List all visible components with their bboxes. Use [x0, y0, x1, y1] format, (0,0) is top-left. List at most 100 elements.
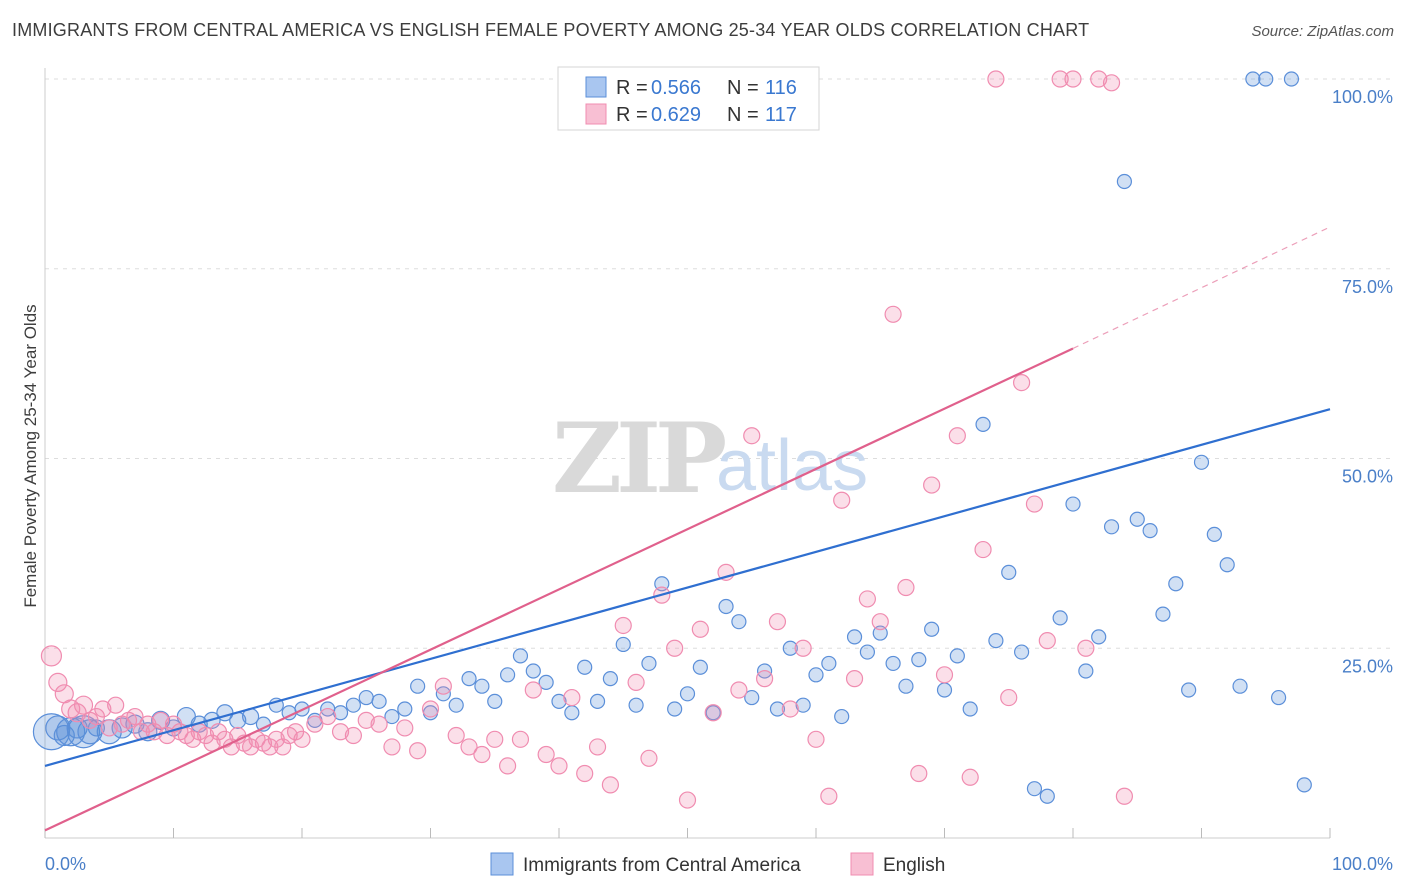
data-point — [678, 791, 697, 809]
data-point — [936, 682, 953, 698]
data-point — [538, 674, 554, 691]
grid — [45, 78, 1394, 649]
trend-lines — [44, 226, 1331, 832]
data-point — [293, 730, 311, 748]
data-point — [781, 700, 799, 718]
data-point — [500, 667, 516, 683]
data-point — [744, 689, 760, 706]
legend-n-value-2: 117 — [765, 104, 797, 126]
data-point — [1103, 519, 1120, 535]
data-point — [768, 613, 787, 631]
data-point — [474, 678, 490, 694]
data-point — [512, 648, 529, 664]
y-axis-label: Female Poverty Among 25-34 Year Olds — [21, 304, 40, 607]
data-point — [898, 678, 914, 694]
data-point — [1296, 777, 1312, 793]
data-point — [332, 705, 349, 721]
data-point — [935, 666, 954, 684]
data-point — [1051, 70, 1069, 88]
bottom-legend-swatch-blue — [490, 852, 514, 876]
legend-r-value-1: 0.566 — [651, 77, 701, 99]
data-point — [1012, 374, 1031, 392]
data-point — [1090, 70, 1108, 88]
x-tick-label-min: 0.0% — [45, 854, 86, 874]
data-point — [884, 305, 902, 323]
tick-labels: 25.0% 50.0% 75.0% 100.0% 0.0% 100.0% — [45, 87, 1393, 874]
data-point — [975, 416, 991, 432]
data-point — [550, 757, 568, 775]
data-point — [872, 625, 888, 641]
data-point — [1052, 610, 1068, 626]
y-tick-label: 50.0% — [1342, 467, 1393, 487]
data-point — [1219, 557, 1235, 573]
data-point — [820, 787, 838, 805]
data-point — [795, 697, 811, 713]
data-point — [755, 670, 774, 688]
data-point — [845, 670, 864, 688]
data-point — [410, 678, 426, 694]
data-point — [885, 655, 901, 672]
data-point — [743, 427, 761, 445]
data-point — [126, 707, 144, 726]
data-point — [692, 659, 708, 675]
data-point — [383, 738, 401, 756]
legend-r-label-1: R = — [616, 77, 648, 99]
data-point — [152, 711, 170, 729]
data-point — [807, 730, 825, 748]
data-point — [640, 749, 658, 767]
data-point — [524, 681, 542, 699]
legend-n-value-1: 116 — [765, 77, 797, 99]
data-point — [858, 590, 877, 608]
legend-n-label-2: N = — [727, 104, 759, 126]
data-point — [370, 715, 388, 733]
data-point — [306, 715, 324, 733]
trend-line-english-extension — [1072, 226, 1331, 349]
data-point — [460, 738, 478, 756]
data-point — [911, 652, 927, 668]
data-point — [434, 677, 452, 695]
legend-r-value-2: 0.629 — [651, 104, 701, 126]
legend-n-label-1: N = — [727, 77, 759, 99]
data-point — [473, 745, 491, 764]
data-point — [601, 776, 620, 794]
bottom-legend-swatch-pink — [850, 852, 874, 876]
data-point — [396, 719, 414, 737]
data-point — [1013, 644, 1030, 660]
data-point — [833, 491, 851, 509]
data-point — [94, 700, 112, 718]
data-point — [1232, 678, 1248, 694]
data-point — [846, 629, 863, 645]
data-point — [107, 696, 125, 714]
data-point — [1025, 495, 1044, 513]
data-point — [319, 707, 337, 726]
series-legend: Immigrants from Central America English — [490, 852, 945, 876]
data-point — [1115, 787, 1134, 805]
data-point — [821, 655, 837, 672]
watermark-zip: ZIP — [552, 402, 725, 515]
data-point — [731, 614, 747, 630]
data-point — [1181, 682, 1197, 698]
data-point — [1206, 526, 1222, 543]
data-point — [1142, 523, 1158, 539]
data-point — [1193, 454, 1210, 470]
data-point — [577, 659, 593, 675]
data-point — [705, 705, 721, 721]
data-point — [487, 693, 503, 709]
axes — [44, 68, 1331, 839]
data-point — [1039, 788, 1055, 804]
data-point — [987, 70, 1005, 88]
data-point — [974, 540, 992, 559]
series-immigrants-points — [32, 71, 1312, 804]
data-point — [769, 701, 786, 717]
data-point — [357, 711, 375, 729]
legend-r-label-2: R = — [616, 104, 648, 126]
data-point — [576, 764, 594, 783]
chart-source: Source: ZipAtlas.com — [1251, 23, 1394, 40]
data-point — [1116, 173, 1133, 190]
data-point — [910, 764, 928, 783]
data-point — [1077, 639, 1095, 657]
data-point — [589, 693, 606, 709]
x-tick-label-max: 100.0% — [1332, 854, 1393, 874]
data-point — [666, 639, 684, 657]
